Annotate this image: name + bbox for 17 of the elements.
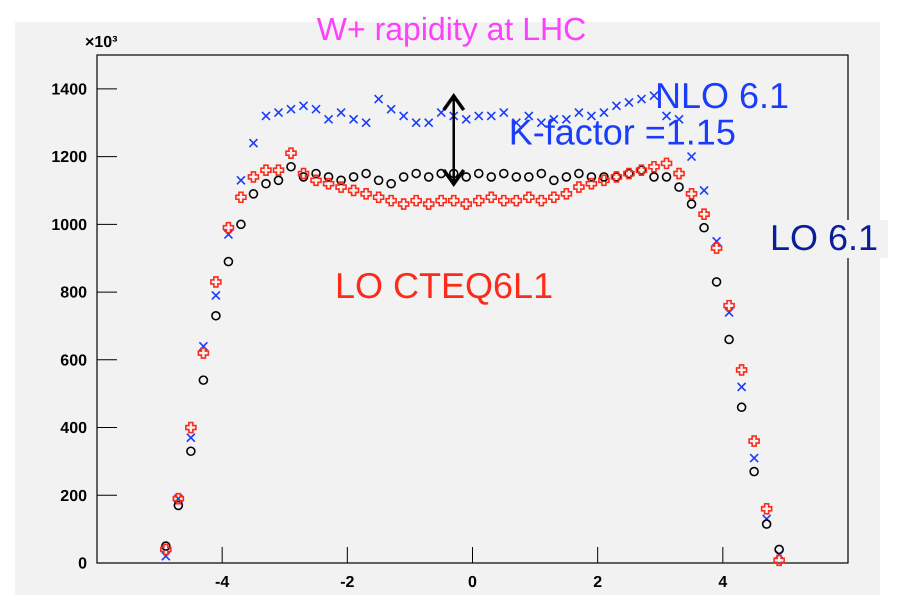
y-tick-label: 0 xyxy=(78,556,88,573)
x-tick-label: -2 xyxy=(340,574,355,591)
x-tick-label: -4 xyxy=(215,574,230,591)
y-tick-label: 600 xyxy=(60,352,88,370)
text: ×10³ xyxy=(85,34,118,51)
y-tick-label: 1000 xyxy=(51,216,88,234)
x-tick-label: 0 xyxy=(468,574,478,591)
y-tick-label: 800 xyxy=(60,284,88,302)
y-tick-label: 1200 xyxy=(51,149,88,166)
y-tick-label: 400 xyxy=(60,420,88,438)
series-label: LO 6.1 xyxy=(770,217,878,258)
y-tick-label: 1400 xyxy=(51,81,88,98)
series-label: LO CTEQ6L1 xyxy=(335,265,554,306)
x-tick-label: 4 xyxy=(718,574,728,591)
x-tick-label: 2 xyxy=(593,574,602,591)
y-tick-label: 200 xyxy=(60,488,88,505)
chart-title: W+ rapidity at LHC xyxy=(316,11,586,47)
